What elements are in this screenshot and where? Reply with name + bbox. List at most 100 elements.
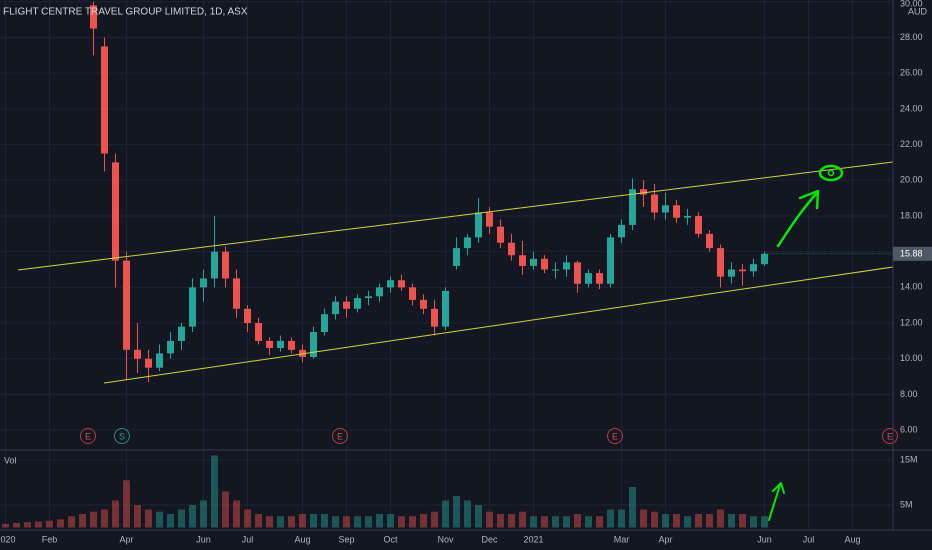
y-tick-label: 24.00 xyxy=(900,103,923,113)
candle-body xyxy=(508,242,515,256)
candle-body xyxy=(387,280,394,288)
event-label: E xyxy=(85,431,91,441)
volume-bar xyxy=(728,514,735,528)
candle-body xyxy=(332,301,339,315)
candle-body xyxy=(288,340,295,350)
volume-bar xyxy=(585,516,592,528)
volume-bar xyxy=(145,509,152,528)
volume-bar xyxy=(79,514,86,528)
candle-body xyxy=(695,215,702,234)
volume-bar xyxy=(453,496,460,528)
candle-body xyxy=(398,280,405,288)
candle-body xyxy=(750,264,757,272)
volume-bar xyxy=(695,514,702,528)
y2-tick-label: 5M xyxy=(900,499,913,509)
volume-bar xyxy=(750,516,757,528)
candle-body xyxy=(277,340,284,349)
volume-bar xyxy=(277,516,284,528)
volume-bar xyxy=(167,514,174,528)
volume-label: Vol xyxy=(4,455,17,465)
candle-body xyxy=(519,255,526,266)
volume-bar xyxy=(321,514,328,528)
x-tick-label: Mar xyxy=(614,534,630,544)
volume-bar xyxy=(508,514,515,528)
event-marker[interactable] xyxy=(882,428,898,444)
candle-body xyxy=(321,314,328,332)
candle-body xyxy=(134,349,141,359)
volume-bar xyxy=(200,500,207,528)
x-tick-label: Nov xyxy=(437,534,454,544)
volume-bar xyxy=(530,516,537,528)
y-tick-label: 12.00 xyxy=(900,317,923,327)
x-tick-label: 2020 xyxy=(0,534,16,544)
volume-bar xyxy=(189,505,196,528)
volume-bar xyxy=(310,514,317,528)
candle-body xyxy=(728,269,735,277)
candle-body xyxy=(409,287,416,300)
candle-body xyxy=(90,5,97,29)
channel-lower xyxy=(103,266,894,384)
volume-bar xyxy=(233,500,240,528)
candle-body xyxy=(365,296,372,299)
candle-body xyxy=(563,262,570,270)
candle-body xyxy=(200,278,207,288)
y-tick-label: 6.00 xyxy=(900,425,918,435)
volume-bar xyxy=(563,516,570,528)
candle-body xyxy=(596,273,603,284)
candle-body xyxy=(541,258,548,270)
x-tick-label: Aug xyxy=(294,534,310,544)
y-tick-label: 14.00 xyxy=(900,282,923,292)
candle-body xyxy=(618,224,625,238)
candle-body xyxy=(167,340,174,354)
candle-body xyxy=(244,308,251,324)
x-tick-label: Sep xyxy=(338,534,354,544)
y-tick-label: 18.00 xyxy=(900,210,923,220)
volume-bar xyxy=(112,500,119,528)
x-tick-label: 2021 xyxy=(523,534,543,544)
annotation-arrow-volume xyxy=(768,482,785,521)
volume-bar xyxy=(123,480,130,528)
volume-bar xyxy=(398,516,405,528)
event-label: S xyxy=(119,431,125,441)
y-tick-label: 10.00 xyxy=(900,353,923,363)
y-tick-label: 20.00 xyxy=(900,175,923,185)
volume-bar xyxy=(2,523,9,528)
volume-bar xyxy=(662,514,669,528)
event-marker[interactable] xyxy=(80,428,96,444)
volume-bar xyxy=(640,509,647,528)
x-tick-label: Jul xyxy=(242,534,254,544)
volume-bar xyxy=(13,523,20,528)
candle-body xyxy=(662,205,669,213)
annotation-dot xyxy=(827,169,835,177)
volume-bar xyxy=(57,519,64,528)
candle-body xyxy=(739,269,746,272)
x-tick-label: Jul xyxy=(803,534,815,544)
event-marker[interactable] xyxy=(607,428,623,444)
volume-bar xyxy=(288,516,295,528)
volume-bar xyxy=(552,516,559,528)
candle-body xyxy=(266,340,273,349)
candle-body xyxy=(123,260,130,350)
y-tick-label: 22.00 xyxy=(900,139,923,149)
event-marker[interactable] xyxy=(332,428,348,444)
event-marker[interactable] xyxy=(114,428,130,444)
volume-bar xyxy=(354,516,361,528)
y-tick-label: 8.00 xyxy=(900,389,918,399)
x-tick-label: Dec xyxy=(481,534,498,544)
volume-bar xyxy=(475,505,482,528)
candle-body xyxy=(376,287,383,297)
volume-bar xyxy=(266,516,273,528)
x-tick-label: Feb xyxy=(42,534,58,544)
volume-bar xyxy=(244,509,251,528)
candle-body xyxy=(475,212,482,238)
x-tick-label: Jun xyxy=(196,534,211,544)
candle-body xyxy=(310,331,317,357)
y-tick-label: 28.00 xyxy=(900,32,923,42)
volume-bar xyxy=(618,509,625,528)
chart-title: FLIGHT CENTRE TRAVEL GROUP LIMITED, 1D, … xyxy=(3,7,248,18)
channel-upper xyxy=(17,161,894,271)
